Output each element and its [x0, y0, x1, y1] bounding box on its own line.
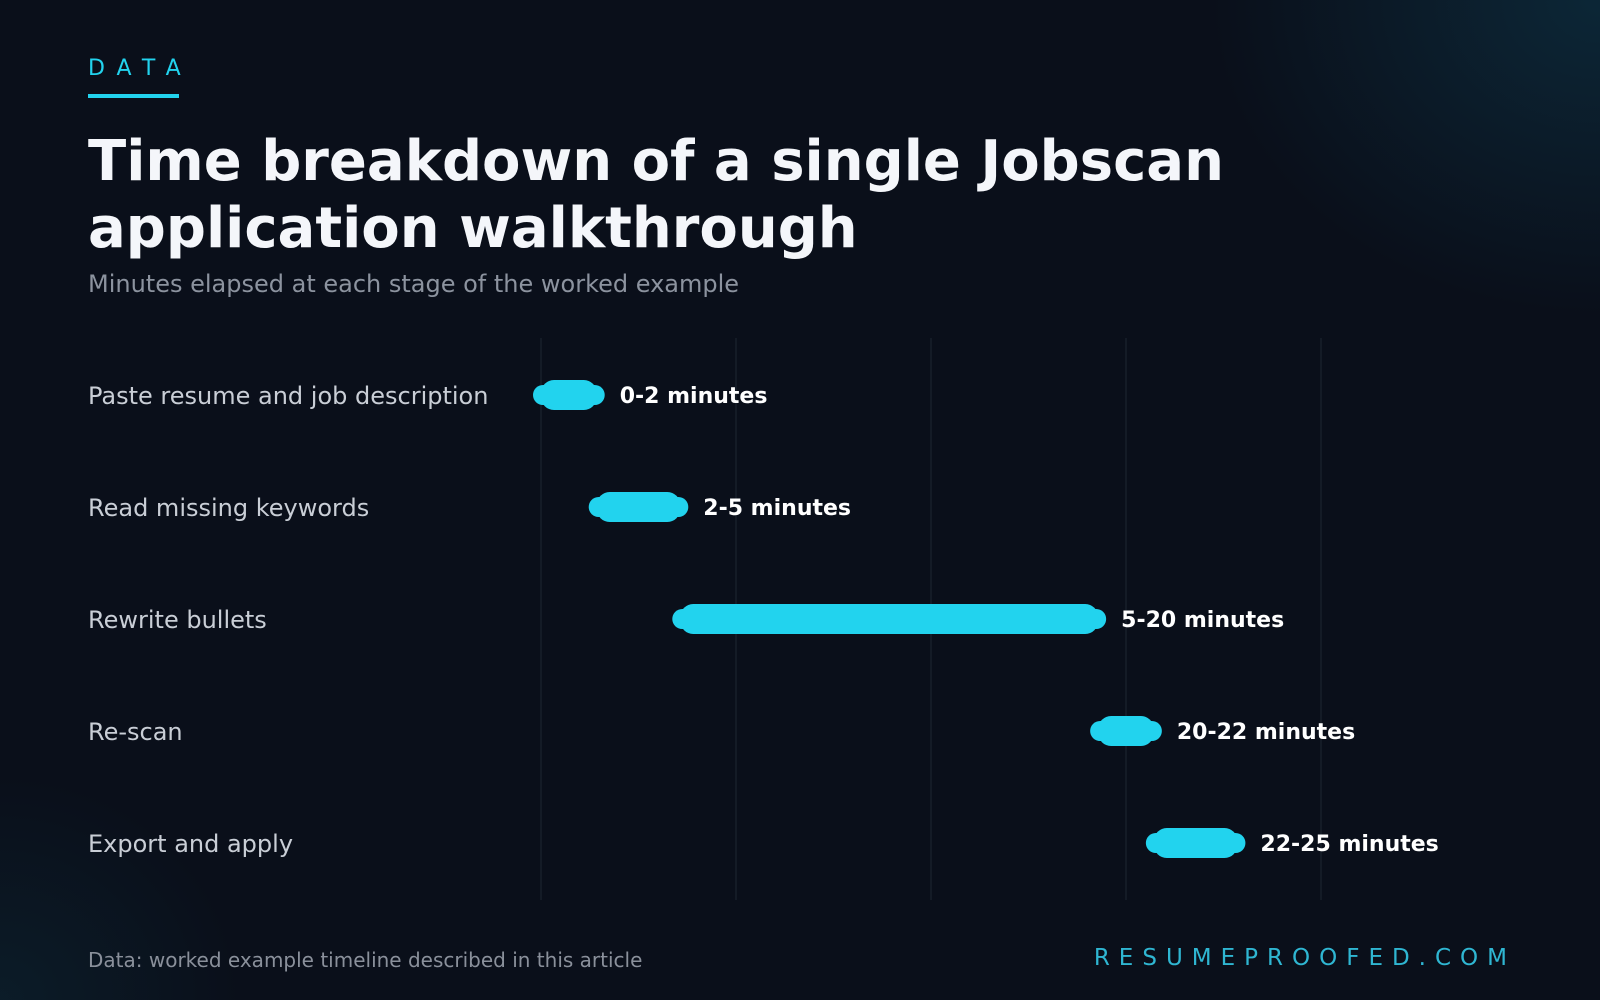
category-label: Export and apply	[88, 830, 293, 858]
brand-link[interactable]: RESUMEPROOFED.COM	[1093, 945, 1516, 971]
chart-row: Paste resume and job description 0-2 minu…	[88, 380, 767, 410]
chart-title: Time breakdown of a single Jobscan appli…	[88, 129, 1224, 261]
chart-row: Read missing keywords 2-5 minutes	[88, 492, 851, 522]
chart-rows: Paste resume and job description 0-2 minu…	[88, 380, 1439, 858]
data-label: 2-5 minutes	[703, 496, 851, 521]
range-bar	[541, 380, 597, 410]
data-label: 0-2 minutes	[620, 384, 768, 409]
data-label: 22-25 minutes	[1260, 832, 1438, 857]
chart-row: Re-scan 20-22 minutes	[88, 716, 1355, 746]
data-label: 5-20 minutes	[1121, 608, 1284, 633]
eyebrow-underline	[88, 94, 179, 98]
range-bar	[680, 604, 1099, 634]
category-label: Re-scan	[88, 718, 183, 746]
eyebrow-label: DATA	[88, 56, 193, 81]
chart-subtitle: Minutes elapsed at each stage of the wor…	[88, 270, 740, 298]
category-label: Rewrite bullets	[88, 606, 267, 634]
chart-row: Rewrite bullets 5-20 minutes	[88, 604, 1284, 634]
chart-row: Export and apply 22-25 minutes	[88, 828, 1439, 858]
data-label: 20-22 minutes	[1177, 720, 1355, 745]
source-note: Data: worked example timeline described …	[88, 948, 643, 972]
range-bar	[596, 492, 681, 522]
category-label: Paste resume and job description	[88, 382, 488, 410]
range-bar	[1098, 716, 1154, 746]
range-bar	[1153, 828, 1238, 858]
category-label: Read missing keywords	[88, 494, 369, 522]
